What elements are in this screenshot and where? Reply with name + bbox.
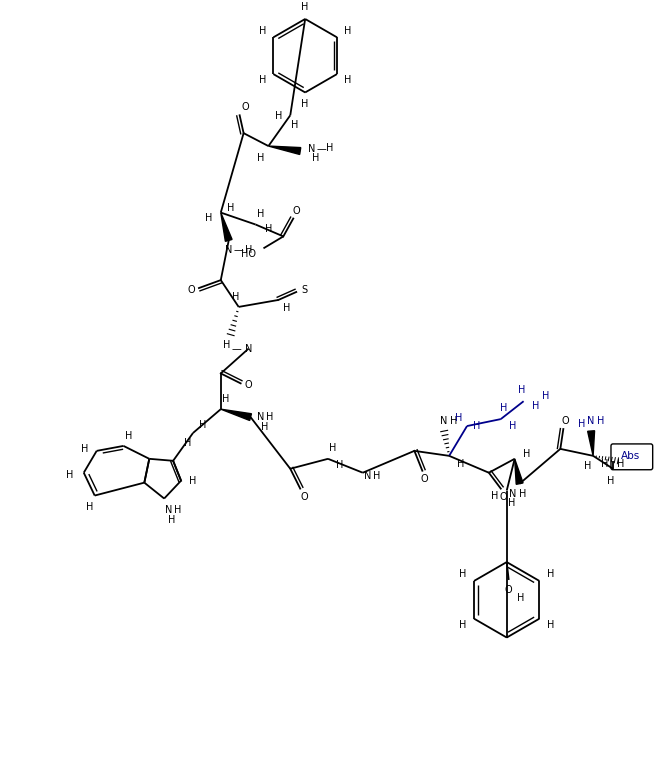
Text: H: H (450, 416, 458, 426)
Text: N: N (257, 412, 264, 422)
Text: H: H (523, 449, 530, 459)
Text: H: H (547, 569, 554, 580)
Text: H: H (585, 461, 592, 471)
Text: N: N (308, 144, 316, 154)
Text: —: — (316, 144, 326, 154)
Text: H: H (223, 340, 231, 350)
Text: H: H (508, 498, 515, 508)
Text: HO: HO (241, 249, 256, 259)
Text: H: H (532, 401, 539, 411)
Text: N: N (245, 344, 252, 354)
Text: —: — (232, 344, 242, 354)
Text: H: H (517, 593, 525, 603)
Text: H: H (547, 621, 554, 630)
Text: H: H (519, 489, 527, 499)
Text: O: O (505, 585, 513, 595)
Polygon shape (588, 431, 594, 456)
Text: H: H (275, 111, 282, 121)
Text: S: S (301, 285, 307, 295)
Text: N: N (587, 416, 595, 426)
Text: H: H (459, 569, 467, 580)
Text: H: H (199, 420, 206, 430)
Text: H: H (336, 459, 343, 469)
Text: H: H (261, 422, 268, 432)
Text: H: H (312, 153, 320, 163)
Text: H: H (301, 2, 309, 12)
Text: H: H (205, 212, 213, 222)
Text: H: H (343, 26, 351, 36)
Polygon shape (515, 459, 523, 484)
Text: H: H (283, 303, 290, 313)
Text: N: N (165, 505, 173, 515)
Text: N: N (364, 471, 372, 481)
Text: H: H (86, 502, 94, 512)
Text: H: H (509, 421, 517, 431)
Text: H: H (491, 491, 498, 501)
Text: O: O (500, 492, 507, 502)
Text: —: — (234, 245, 244, 255)
Text: H: H (189, 476, 196, 486)
Text: O: O (242, 102, 249, 112)
Text: H: H (169, 515, 176, 525)
Text: H: H (257, 209, 264, 219)
Text: H: H (457, 459, 465, 469)
Text: H: H (66, 469, 74, 479)
Text: H: H (175, 505, 182, 515)
Text: H: H (291, 120, 298, 130)
Text: H: H (266, 412, 273, 422)
Text: Abs: Abs (621, 451, 641, 461)
Text: O: O (244, 380, 252, 390)
Text: H: H (232, 292, 239, 302)
Text: H: H (227, 202, 235, 212)
Text: H: H (343, 75, 351, 85)
Text: H: H (222, 394, 229, 404)
Text: O: O (420, 474, 428, 484)
Text: H: H (185, 438, 192, 448)
Text: N: N (225, 245, 233, 255)
Text: H: H (330, 443, 337, 453)
Text: O: O (293, 206, 300, 216)
FancyBboxPatch shape (611, 444, 652, 469)
Text: H: H (245, 245, 252, 255)
Text: H: H (81, 444, 88, 454)
Text: H: H (459, 621, 467, 630)
Text: H: H (542, 391, 549, 401)
Text: H: H (518, 385, 525, 395)
Text: H: H (373, 471, 380, 481)
Text: H: H (301, 100, 309, 110)
Text: O: O (561, 416, 569, 426)
Text: O: O (187, 285, 195, 295)
Text: H: H (125, 431, 132, 441)
Text: H: H (260, 26, 267, 36)
Polygon shape (221, 212, 232, 242)
Text: H: H (617, 459, 625, 469)
Text: H: H (265, 225, 272, 235)
Text: H: H (326, 143, 333, 153)
Text: H: H (608, 476, 615, 486)
Polygon shape (268, 146, 301, 154)
Text: H: H (577, 419, 585, 429)
Text: H: H (455, 413, 463, 423)
Text: H: H (597, 416, 605, 426)
Text: H: H (601, 459, 609, 469)
Text: N: N (509, 489, 517, 499)
Text: H: H (260, 75, 267, 85)
Polygon shape (221, 409, 252, 420)
Text: H: H (500, 403, 507, 413)
Text: H: H (473, 421, 480, 431)
Text: H: H (257, 153, 264, 163)
Text: N: N (440, 416, 448, 426)
Text: O: O (301, 492, 308, 502)
